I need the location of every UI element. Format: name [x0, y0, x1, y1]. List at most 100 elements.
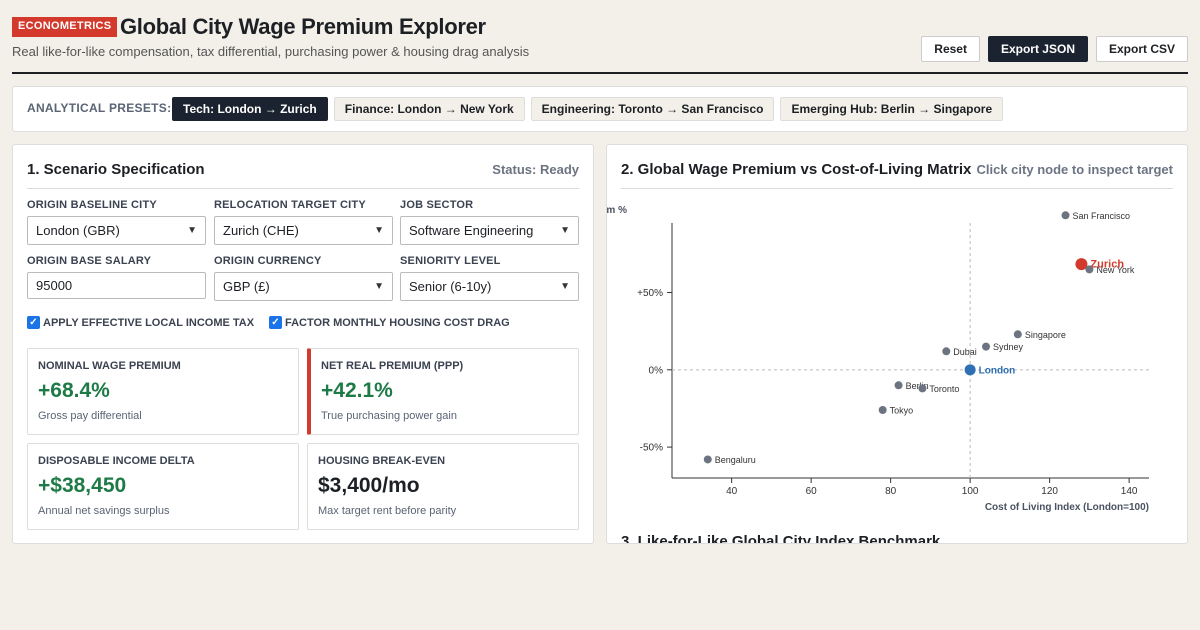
card-desc: Gross pay differential — [38, 410, 142, 422]
chevron-down-icon: ▼ — [374, 281, 384, 292]
scenario-panel-header: 1. Scenario Specification Status: Ready — [27, 159, 579, 189]
scenario-title: 1. Scenario Specification — [27, 161, 205, 178]
real-premium-card: NET REAL PREMIUM (PPP) +42.1% True purch… — [307, 348, 579, 435]
x-axis-label: Cost of Living Index (London=100) — [985, 502, 1149, 513]
card-label: HOUSING BREAK-EVEN — [318, 455, 446, 467]
chevron-down-icon: ▼ — [187, 225, 197, 236]
scenario-panel: 1. Scenario Specification Status: Ready … — [12, 144, 594, 544]
x-tick-label: 60 — [806, 486, 818, 497]
city-node-bengaluru[interactable] — [703, 455, 712, 464]
reset-button[interactable]: Reset — [921, 36, 980, 62]
matrix-panel: 2. Global Wage Premium vs Cost-of-Living… — [606, 144, 1188, 544]
target-city-select[interactable]: Zurich (CHE) ▼ — [214, 216, 393, 245]
seniority-value: Senior (6-10y) — [409, 279, 492, 294]
wage-premium-scatter-chart: 40 60 80 100 120 140 -50% 0% +50% Cost of Living … — [607, 205, 1149, 513]
card-label: DISPOSABLE INCOME DELTA — [38, 455, 195, 467]
preset-engineering-toronto-san-francisco[interactable]: Engineering: Toronto → San Francisco — [530, 97, 775, 121]
city-label-london: London — [979, 365, 1016, 376]
city-node-toronto[interactable] — [918, 384, 927, 393]
city-node-new-york[interactable] — [1085, 265, 1094, 274]
tax-checkbox-label: APPLY EFFECTIVE LOCAL INCOME TAX — [43, 316, 255, 329]
city-label-zurich: Zurich — [1090, 259, 1124, 271]
chevron-down-icon: ▼ — [374, 225, 384, 236]
tax-checkbox[interactable]: ✓ — [27, 316, 40, 329]
benchmark-title: 3. Like-for-Like Global City Index Bench… — [621, 533, 941, 544]
city-label-singapore: Singapore — [1025, 330, 1066, 340]
seniority-select[interactable]: Senior (6-10y) ▼ — [400, 272, 579, 301]
origin-city-label: ORIGIN BASELINE CITY — [27, 199, 157, 211]
matrix-title: 2. Global Wage Premium vs Cost-of-Living… — [621, 161, 972, 178]
housing-checkbox-row[interactable]: ✓ FACTOR MONTHLY HOUSING COST DRAG — [269, 316, 510, 329]
housing-checkbox-label: FACTOR MONTHLY HOUSING COST DRAG — [285, 316, 510, 329]
city-node-berlin[interactable] — [894, 381, 903, 390]
housing-breakeven-card: HOUSING BREAK-EVEN $3,400/mo Max target … — [307, 443, 579, 530]
category-badge: ECONOMETRICS — [12, 17, 118, 37]
city-node-san-francisco[interactable] — [1061, 211, 1070, 220]
export-json-button[interactable]: Export JSON — [987, 36, 1088, 62]
card-value: +$38,450 — [38, 474, 127, 497]
presets-bar: ANALYTICAL PRESETS: Tech: London → Zuric… — [12, 86, 1188, 132]
card-desc: Max target rent before parity — [318, 505, 457, 517]
page-header: ECONOMETRICS Global City Wage Premium Ex… — [12, 14, 1188, 74]
city-label-toronto: Toronto — [929, 384, 959, 394]
preset-tech-london-zurich[interactable]: Tech: London → Zurich — [172, 97, 328, 121]
y-tick-label: -50% — [640, 443, 663, 454]
card-desc: Annual net savings surplus — [38, 505, 170, 517]
city-node-singapore[interactable] — [1013, 330, 1022, 339]
matrix-panel-header: 2. Global Wage Premium vs Cost-of-Living… — [621, 159, 1173, 189]
disposable-income-card: DISPOSABLE INCOME DELTA +$38,450 Annual … — [27, 443, 299, 530]
status-text: Status: Ready — [492, 162, 579, 177]
city-label-tokyo: Tokyo — [890, 406, 914, 416]
header-actions: Reset Export JSON Export CSV — [921, 36, 1188, 62]
matrix-hint: Click city node to inspect target — [976, 162, 1174, 177]
city-label-sydney: Sydney — [993, 342, 1024, 352]
city-label-san-francisco: San Francisco — [1073, 211, 1131, 221]
y-tick-label: +50% — [637, 288, 663, 299]
seniority-field: SENIORITY LEVEL Senior (6-10y) ▼ — [400, 255, 579, 301]
salary-input[interactable] — [27, 272, 206, 299]
city-node-dubai[interactable] — [942, 347, 951, 356]
city-node-zurich[interactable] — [1075, 258, 1088, 271]
city-label-new-york: New York — [1096, 265, 1135, 275]
card-label: NET REAL PREMIUM (PPP) — [321, 360, 464, 372]
card-desc: True purchasing power gain — [321, 410, 457, 422]
x-tick-label: 100 — [962, 486, 979, 497]
currency-label: ORIGIN CURRENCY — [214, 255, 322, 267]
nominal-premium-card: NOMINAL WAGE PREMIUM +68.4% Gross pay di… — [27, 348, 299, 435]
city-node-london[interactable] — [964, 364, 976, 376]
tax-checkbox-row[interactable]: ✓ APPLY EFFECTIVE LOCAL INCOME TAX — [27, 316, 254, 329]
seniority-label: SENIORITY LEVEL — [400, 255, 501, 267]
city-label-berlin: Berlin — [906, 381, 929, 391]
x-tick-label: 40 — [726, 486, 738, 497]
export-csv-button[interactable]: Export CSV — [1095, 36, 1188, 62]
page-subtitle: Real like-for-like compensation, tax dif… — [12, 44, 530, 59]
origin-city-select[interactable]: London (GBR) ▼ — [27, 216, 206, 245]
presets-label: ANALYTICAL PRESETS: — [27, 101, 172, 115]
origin-city-value: London (GBR) — [36, 223, 120, 238]
currency-select[interactable]: GBP (£) ▼ — [214, 272, 393, 301]
card-value: $3,400/mo — [318, 474, 420, 497]
city-label-dubai: Dubai — [953, 347, 977, 357]
sector-select[interactable]: Software Engineering ▼ — [400, 216, 579, 245]
salary-field: ORIGIN BASE SALARY — [27, 255, 206, 299]
city-label-bengaluru: Bengaluru — [715, 455, 756, 465]
sector-label: JOB SECTOR — [400, 199, 474, 211]
card-value: +68.4% — [38, 379, 110, 402]
preset-finance-london-new-york[interactable]: Finance: London → New York — [333, 97, 525, 121]
city-node-sydney[interactable] — [982, 342, 991, 351]
card-label: NOMINAL WAGE PREMIUM — [38, 360, 181, 372]
preset-list: Tech: London → Zurich Finance: London → … — [172, 97, 1004, 121]
sector-field: JOB SECTOR Software Engineering ▼ — [400, 199, 579, 245]
currency-value: GBP (£) — [223, 279, 270, 294]
sector-value: Software Engineering — [409, 223, 534, 238]
city-node-tokyo[interactable] — [878, 406, 887, 414]
x-tick-label: 80 — [885, 486, 897, 497]
housing-checkbox[interactable]: ✓ — [269, 316, 282, 329]
preset-emerging-berlin-singapore[interactable]: Emerging Hub: Berlin → Singapore — [780, 97, 1004, 121]
x-tick-label: 140 — [1121, 486, 1138, 497]
y-axis-label: Nominal Wage Premium % — [607, 205, 627, 216]
target-city-label: RELOCATION TARGET CITY — [214, 199, 366, 211]
target-city-value: Zurich (CHE) — [223, 223, 299, 238]
y-tick-label: 0% — [649, 365, 664, 376]
x-tick-label: 120 — [1041, 486, 1058, 497]
